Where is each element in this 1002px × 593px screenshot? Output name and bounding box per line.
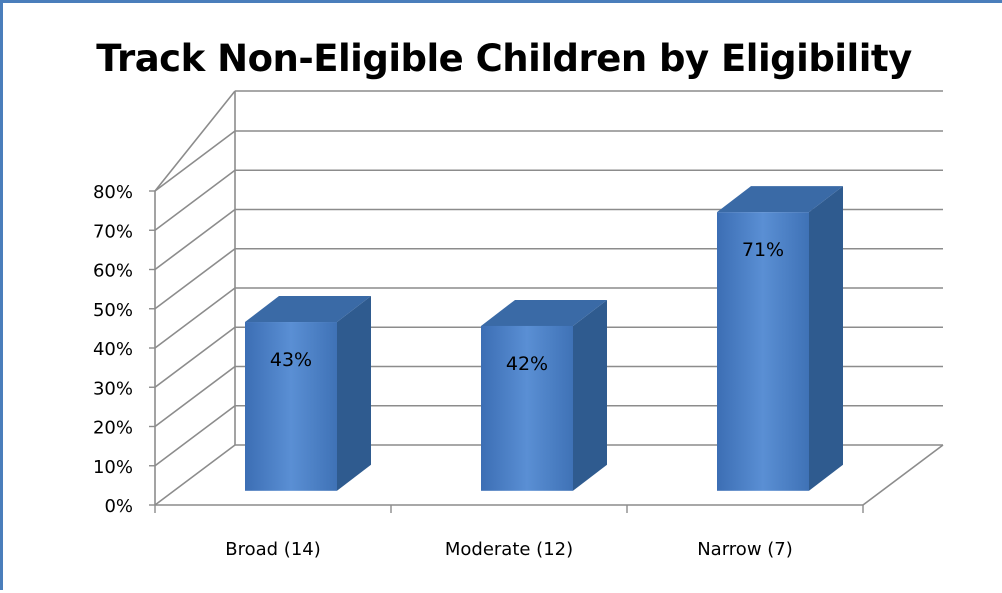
gridline-side bbox=[154, 287, 236, 349]
bar-top bbox=[245, 296, 371, 323]
y-tick-label: 20% bbox=[93, 418, 133, 439]
bar-side bbox=[809, 186, 843, 491]
y-tick-label: 80% bbox=[93, 182, 133, 203]
bar-front bbox=[245, 322, 337, 491]
bar-side bbox=[573, 299, 607, 491]
gridline-side bbox=[154, 326, 236, 388]
bar-2 bbox=[481, 299, 607, 491]
y-tick-label: 30% bbox=[93, 378, 133, 399]
bars bbox=[245, 186, 843, 491]
gridline-side bbox=[154, 365, 236, 428]
bar-top bbox=[481, 299, 607, 326]
y-tick-label: 50% bbox=[93, 300, 133, 321]
axes bbox=[149, 190, 944, 513]
x-tick-label: Moderate (12) bbox=[445, 539, 573, 560]
gridline-side bbox=[154, 444, 236, 506]
bar-3 bbox=[717, 186, 843, 491]
data-label: 42% bbox=[506, 353, 548, 375]
x-tick-label: Broad (14) bbox=[225, 539, 321, 560]
gridline-side bbox=[154, 169, 236, 231]
chart-plot: 0% 10% 20% 30% 40% 50% 60% 70% 80% 43% Broad (14) 4… bbox=[93, 90, 944, 560]
gridline-side bbox=[154, 405, 236, 467]
bar-front bbox=[717, 212, 809, 491]
bar-front bbox=[481, 325, 573, 491]
chart-title: Track Non-Eligible Children by Eligibili… bbox=[96, 37, 912, 80]
floor-edge bbox=[862, 444, 944, 506]
y-tick-label: 40% bbox=[93, 339, 133, 360]
bar-top bbox=[717, 186, 843, 213]
y-tick-label: 10% bbox=[93, 457, 133, 478]
bar-side bbox=[337, 296, 371, 491]
gridline-side bbox=[154, 248, 236, 310]
gridline-side bbox=[154, 208, 236, 271]
data-label: 43% bbox=[270, 349, 312, 371]
gridline-side bbox=[154, 130, 236, 192]
bar-1 bbox=[245, 296, 371, 491]
gridline-side bbox=[154, 90, 236, 192]
x-tick-label: Narrow (7) bbox=[697, 539, 793, 560]
labels: 0% 10% 20% 30% 40% 50% 60% 70% 80% 43% Broad (14) 4… bbox=[93, 182, 793, 560]
y-tick-label: 70% bbox=[93, 221, 133, 242]
y-tick-label: 0% bbox=[104, 496, 133, 517]
y-tick-label: 60% bbox=[93, 261, 133, 282]
data-label: 71% bbox=[742, 239, 784, 261]
